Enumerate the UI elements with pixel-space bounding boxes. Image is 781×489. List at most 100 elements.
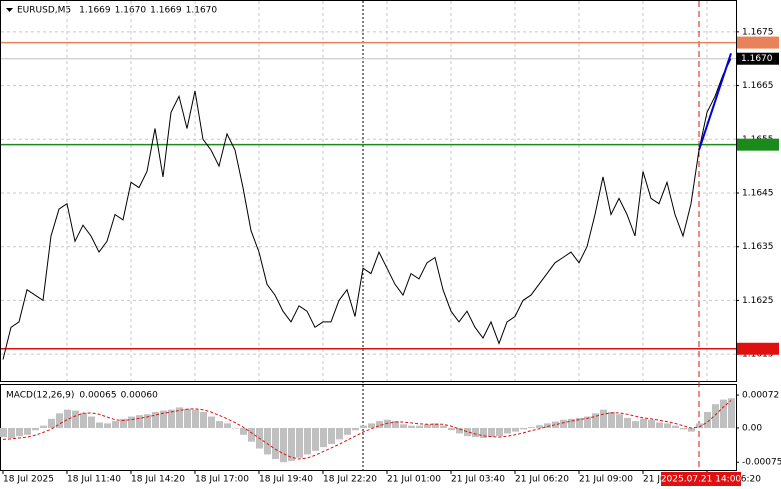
- macd-bar: [504, 427, 511, 434]
- level-label-box: [737, 36, 779, 49]
- y-tick-label: -0.00075: [742, 458, 781, 468]
- signal-line: [2, 400, 732, 460]
- macd-readout: 0.00060: [121, 391, 158, 401]
- macd-bar: [200, 411, 207, 428]
- macd-bar: [696, 423, 703, 428]
- menu-arrow: [6, 8, 13, 12]
- price-line: [2, 58, 732, 360]
- macd-bar: [424, 424, 431, 428]
- y-tick-label: 0.00: [742, 423, 762, 433]
- macd-bar: [616, 414, 623, 428]
- macd-bar: [24, 427, 31, 435]
- macd-bar: [104, 423, 111, 428]
- macd-bar: [728, 398, 735, 428]
- macd-bar: [656, 422, 663, 428]
- macd-bar: [344, 427, 351, 435]
- macd-bar: [264, 427, 271, 455]
- macd-bar: [680, 427, 687, 430]
- macd-bar: [88, 416, 95, 428]
- macd-bar: [16, 427, 23, 437]
- macd-bar: [440, 425, 447, 428]
- macd-bar: [136, 415, 143, 428]
- macd-bar: [488, 427, 495, 438]
- macd-bar: [448, 427, 455, 431]
- x-tick-label: 18 Jul 2025: [3, 475, 54, 485]
- macd-bar: [720, 399, 727, 428]
- highlight-box: [661, 472, 741, 486]
- macd-bar: [544, 423, 551, 428]
- main-frame: [0, 0, 737, 382]
- x-tick-label: 21 Jul 03:40: [451, 475, 505, 485]
- macd-bar: [216, 421, 223, 428]
- macd-bar: [240, 427, 247, 435]
- macd-bar: [464, 427, 471, 437]
- macd-bar: [208, 416, 215, 428]
- ohlc-value: 1.1670: [115, 6, 147, 16]
- level-label-box: [737, 342, 779, 355]
- macd-bar: [552, 421, 559, 428]
- macd-readout: 0.00065: [79, 391, 116, 401]
- macd-bar: [320, 427, 327, 448]
- macd-bar: [112, 421, 119, 428]
- macd-bar: [48, 418, 55, 428]
- macd-bar: [80, 412, 87, 428]
- macd-bar: [456, 427, 463, 434]
- macd-bar: [520, 427, 527, 430]
- macd-bar: [576, 417, 583, 428]
- macd-bar: [376, 421, 383, 428]
- macd-bar: [528, 427, 535, 428]
- macd-bar: [160, 410, 167, 428]
- macd-bar: [296, 427, 303, 458]
- y-tick-label: 0.00072: [742, 391, 779, 401]
- x-tick-label: 18 Jul 19:40: [259, 475, 313, 485]
- macd-bar: [144, 414, 151, 428]
- macd-bar: [0, 427, 7, 438]
- macd-bar: [432, 423, 439, 428]
- macd-bar: [280, 427, 287, 463]
- macd-bar: [96, 422, 103, 428]
- macd-bar: [56, 413, 63, 428]
- macd-bar: [288, 427, 295, 461]
- macd-bar: [176, 407, 183, 428]
- macd-bar: [640, 418, 647, 428]
- macd-bar: [64, 409, 71, 428]
- macd-bar: [480, 427, 487, 439]
- macd-bar: [584, 416, 591, 428]
- ohlc-value: 1.1669: [150, 6, 182, 16]
- macd-bar: [232, 427, 239, 429]
- macd-bar: [328, 427, 335, 444]
- macd-bar: [152, 411, 159, 428]
- macd-bar: [408, 425, 415, 428]
- macd-bar: [512, 427, 519, 432]
- macd-bar: [712, 404, 719, 428]
- macd-bar: [648, 419, 655, 428]
- macd-bar: [624, 417, 631, 428]
- macd-bar: [536, 425, 543, 428]
- y-tick-label: 1.1625: [742, 296, 774, 306]
- macd-bar: [32, 427, 39, 431]
- macd-bar: [608, 411, 615, 428]
- macd-bar: [384, 419, 391, 428]
- y-tick-label: 1.1675: [742, 27, 774, 37]
- x-tick-label: 18 Jul 17:00: [195, 475, 249, 485]
- y-tick-label: 1.1645: [742, 189, 774, 199]
- macd-bar: [368, 423, 375, 428]
- highlight-label: 2025.07.21 14:00: [661, 475, 742, 485]
- macd-bar: [568, 418, 575, 428]
- macd-bar: [40, 425, 47, 428]
- macd-bar: [304, 427, 311, 455]
- macd-bar: [632, 421, 639, 428]
- macd-bar: [312, 427, 319, 451]
- macd-bar: [272, 427, 279, 460]
- macd-bar: [120, 418, 127, 428]
- x-tick-label: 21 Jul 09:00: [579, 475, 633, 485]
- level-label: 1.1670: [741, 54, 773, 64]
- macd-bar: [248, 427, 255, 442]
- macd-title: MACD(12,26,9): [6, 391, 74, 401]
- macd-bar: [392, 421, 399, 428]
- y-tick-label: 1.1635: [742, 242, 774, 252]
- macd-bar: [664, 423, 671, 428]
- x-tick-label: 18 Jul 22:20: [323, 475, 377, 485]
- ohlc-value: 1.1669: [79, 6, 111, 16]
